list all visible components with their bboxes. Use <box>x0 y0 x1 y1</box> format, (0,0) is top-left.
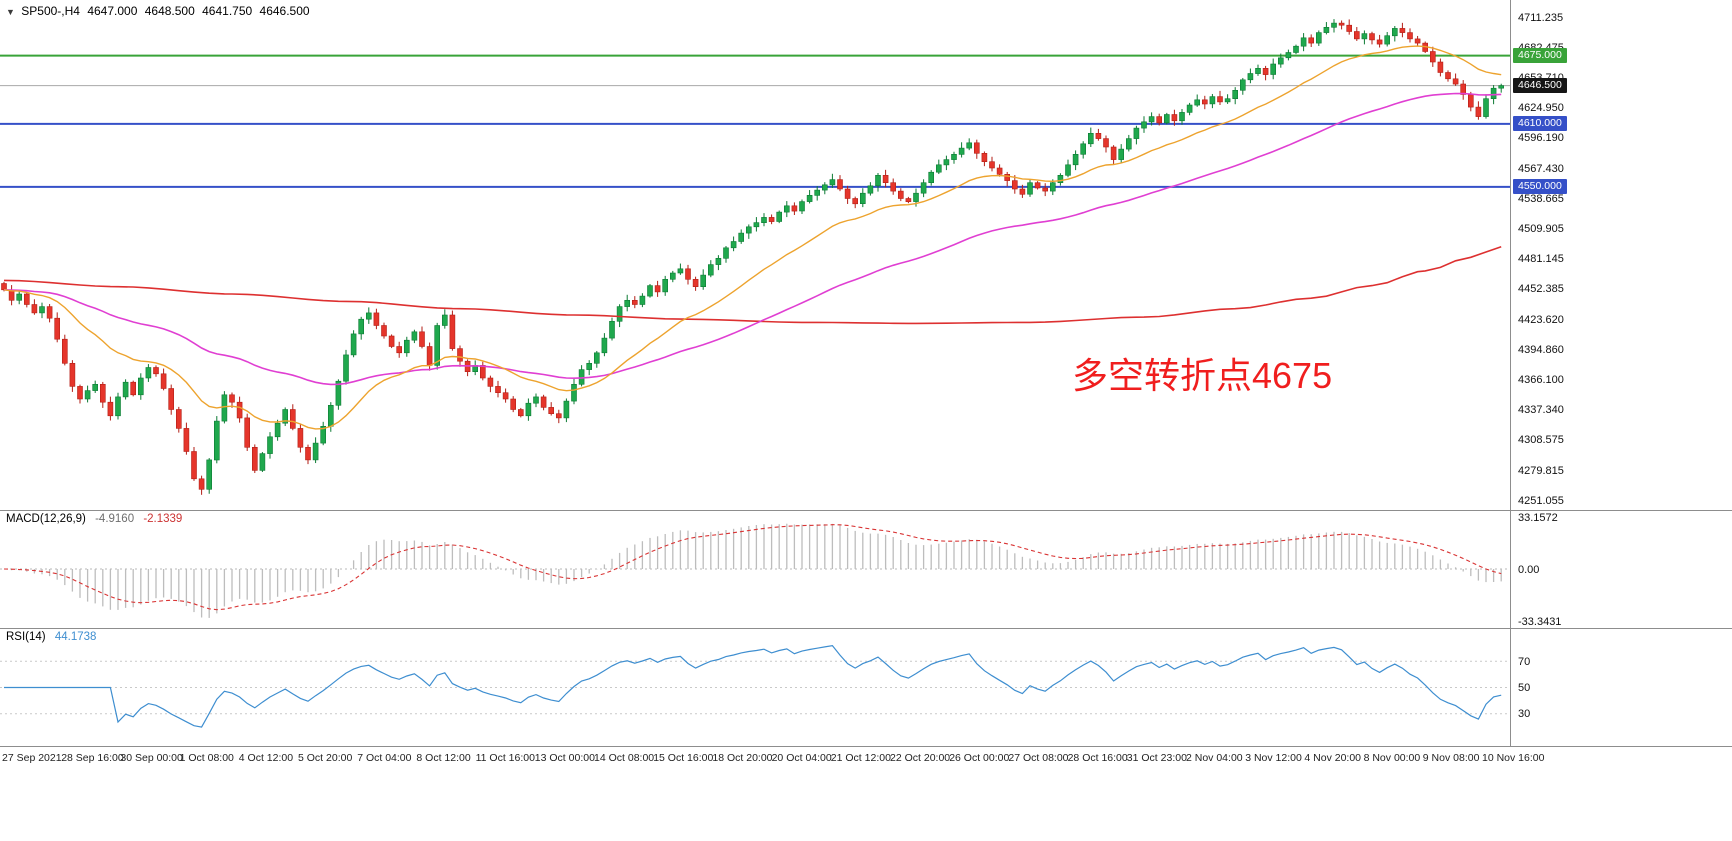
price-level-badge: 4646.500 <box>1513 78 1567 94</box>
price-tick-label: 4567.430 <box>1518 162 1564 175</box>
time-axis-label: 22 Oct 20:00 <box>890 752 951 764</box>
price-tick-label: 4251.055 <box>1518 494 1564 507</box>
time-axis-label: 2 Nov 04:00 <box>1186 752 1243 764</box>
price-tick-label: 4394.860 <box>1518 343 1564 356</box>
macd-label: MACD(12,26,9) -4.9160 -2.1339 <box>6 513 182 525</box>
candlestick-chart[interactable] <box>0 0 1510 510</box>
time-axis-label: 30 Sep 00:00 <box>120 752 183 764</box>
rsi-label: RSI(14) 44.1738 <box>6 631 96 643</box>
price-tick-label: 4279.815 <box>1518 464 1564 477</box>
time-axis-label: 20 Oct 04:00 <box>771 752 832 764</box>
time-axis-label: 27 Oct 08:00 <box>1008 752 1069 764</box>
price-tick-label: 4423.620 <box>1518 313 1564 326</box>
price-level-badge: 4550.000 <box>1513 179 1567 195</box>
time-axis-label: 28 Oct 16:00 <box>1067 752 1128 764</box>
time-axis-label: 27 Sep 2021 <box>2 752 62 764</box>
price-level-badge: 4675.000 <box>1513 48 1567 64</box>
rsi-axis-label: 70 <box>1518 655 1531 668</box>
time-axis-label: 4 Nov 20:00 <box>1304 752 1362 764</box>
price-tick-label: 4337.340 <box>1518 404 1564 417</box>
macd-axis-label: -33.3431 <box>1518 615 1562 628</box>
panel-divider <box>0 746 1732 747</box>
symbol-dropdown-icon[interactable]: ▼ <box>6 7 15 17</box>
time-axis-label: 15 Oct 16:00 <box>653 752 714 764</box>
macd-axis-label: 0.00 <box>1518 563 1540 576</box>
macd-axis-label: 33.1572 <box>1518 511 1558 524</box>
rsi-panel[interactable] <box>0 629 1510 746</box>
panel-divider[interactable] <box>0 510 1732 511</box>
time-axis-label: 9 Nov 08:00 <box>1422 752 1480 764</box>
rsi-name: RSI(14) <box>6 631 46 643</box>
rsi-axis-label: 30 <box>1518 708 1531 721</box>
price-level-badge: 4610.000 <box>1513 116 1567 132</box>
price-axis[interactable]: 4711.2354682.4754653.7104624.9504596.190… <box>1511 0 1732 746</box>
time-axis-label: 3 Nov 12:00 <box>1245 752 1302 764</box>
time-axis-label: 1 Oct 08:00 <box>179 752 234 764</box>
time-axis[interactable]: 27 Sep 2021 28 Sep 16:00 30 Sep 00:00 1 Oct… <box>0 747 1732 777</box>
time-axis-label: 31 Oct 23:00 <box>1126 752 1187 764</box>
price-tick-label: 4509.905 <box>1518 223 1564 235</box>
price-tick-label: 4308.575 <box>1518 434 1564 447</box>
rsi-axis-label: 50 <box>1518 682 1531 694</box>
time-axis-label: 11 Oct 16:00 <box>475 752 535 764</box>
chart-header: ▼ SP500-,H4 4647.000 4648.500 4641.750 4… <box>6 4 314 18</box>
time-axis-label: 4 Oct 12:00 <box>238 752 294 764</box>
price-tick-label: 4481.145 <box>1518 253 1564 266</box>
price-tick-label: 4538.665 <box>1518 192 1564 205</box>
quote-high: 4648.500 <box>144 4 195 18</box>
time-axis-label: 13 Oct 00:00 <box>534 752 595 764</box>
price-tick-label: 4711.235 <box>1518 11 1564 24</box>
quote-open: 4647.000 <box>87 4 138 18</box>
price-axis-separator <box>1510 0 1511 746</box>
macd-panel[interactable] <box>0 511 1510 628</box>
time-axis-label: 8 Oct 12:00 <box>416 752 471 764</box>
time-axis-label: 7 Oct 04:00 <box>357 752 412 764</box>
time-axis-label: 18 Oct 20:00 <box>712 752 773 764</box>
panel-divider[interactable] <box>0 628 1732 629</box>
macd-signal-value: -2.1339 <box>143 513 183 525</box>
price-tick-label: 4596.190 <box>1518 132 1564 145</box>
price-tick-label: 4452.385 <box>1518 283 1564 296</box>
time-axis-label: 10 Nov 16:00 <box>1482 752 1545 764</box>
price-tick-label: 4366.100 <box>1518 374 1564 386</box>
time-axis-label: 21 Oct 12:00 <box>830 752 891 764</box>
time-axis-label: 8 Nov 00:00 <box>1363 752 1421 764</box>
time-axis-label: 5 Oct 20:00 <box>298 752 353 764</box>
macd-main-value: -4.9160 <box>95 513 135 525</box>
quote-low: 4641.750 <box>202 4 253 18</box>
macd-name: MACD(12,26,9) <box>6 513 86 525</box>
time-axis-label: 28 Sep 16:00 <box>61 752 124 764</box>
rsi-value: 44.1738 <box>54 631 97 643</box>
chart-annotation-text: 多空转折点4675 <box>1072 355 1333 396</box>
price-tick-label: 4624.950 <box>1518 102 1564 115</box>
quote-close: 4646.500 <box>259 4 310 18</box>
symbol-period-label: SP500-,H4 <box>21 4 80 18</box>
time-axis-label: 26 Oct 00:00 <box>949 752 1010 764</box>
time-axis-label: 14 Oct 08:00 <box>594 752 655 764</box>
